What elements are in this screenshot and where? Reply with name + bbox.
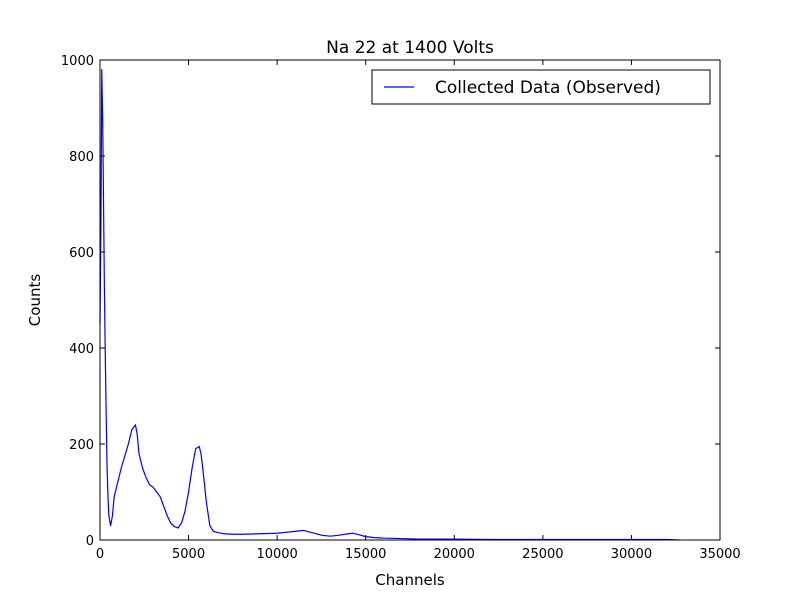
plot-frame bbox=[99, 59, 721, 541]
series-layer bbox=[99, 69, 680, 541]
y-tick-label: 1000 bbox=[61, 54, 94, 69]
x-tick-label: 35000 bbox=[699, 547, 740, 562]
series-line-0 bbox=[99, 69, 680, 541]
legend-box bbox=[371, 69, 711, 105]
y-tick-label: 800 bbox=[69, 150, 94, 165]
y-tick-label: 600 bbox=[69, 246, 94, 261]
x-tick-label: 5000 bbox=[172, 547, 205, 562]
plot-area bbox=[100, 60, 720, 540]
y-tick-label: 200 bbox=[69, 438, 94, 453]
x-tick-label: 20000 bbox=[434, 547, 475, 562]
x-tick-label: 0 bbox=[96, 547, 104, 562]
x-tick-label: 10000 bbox=[256, 547, 297, 562]
y-tick-label: 0 bbox=[86, 534, 94, 549]
x-tick-label: 25000 bbox=[522, 547, 563, 562]
chart-title: Na 22 at 1400 Volts bbox=[326, 38, 494, 58]
y-axis-ticks: 0 200 400 600 800 1000 bbox=[61, 54, 720, 549]
legend: Collected Data (Observed) bbox=[371, 69, 711, 105]
x-tick-label: 15000 bbox=[345, 547, 386, 562]
y-tick-label: 400 bbox=[69, 342, 94, 357]
x-axis-ticks: 0 5000 10000 15000 20000 25000 30000 35000 bbox=[96, 60, 741, 562]
x-tick-label: 30000 bbox=[611, 547, 652, 562]
y-axis-title: Counts bbox=[26, 274, 44, 327]
x-axis-title: Channels bbox=[375, 571, 445, 589]
legend-label: Collected Data (Observed) bbox=[435, 78, 661, 98]
